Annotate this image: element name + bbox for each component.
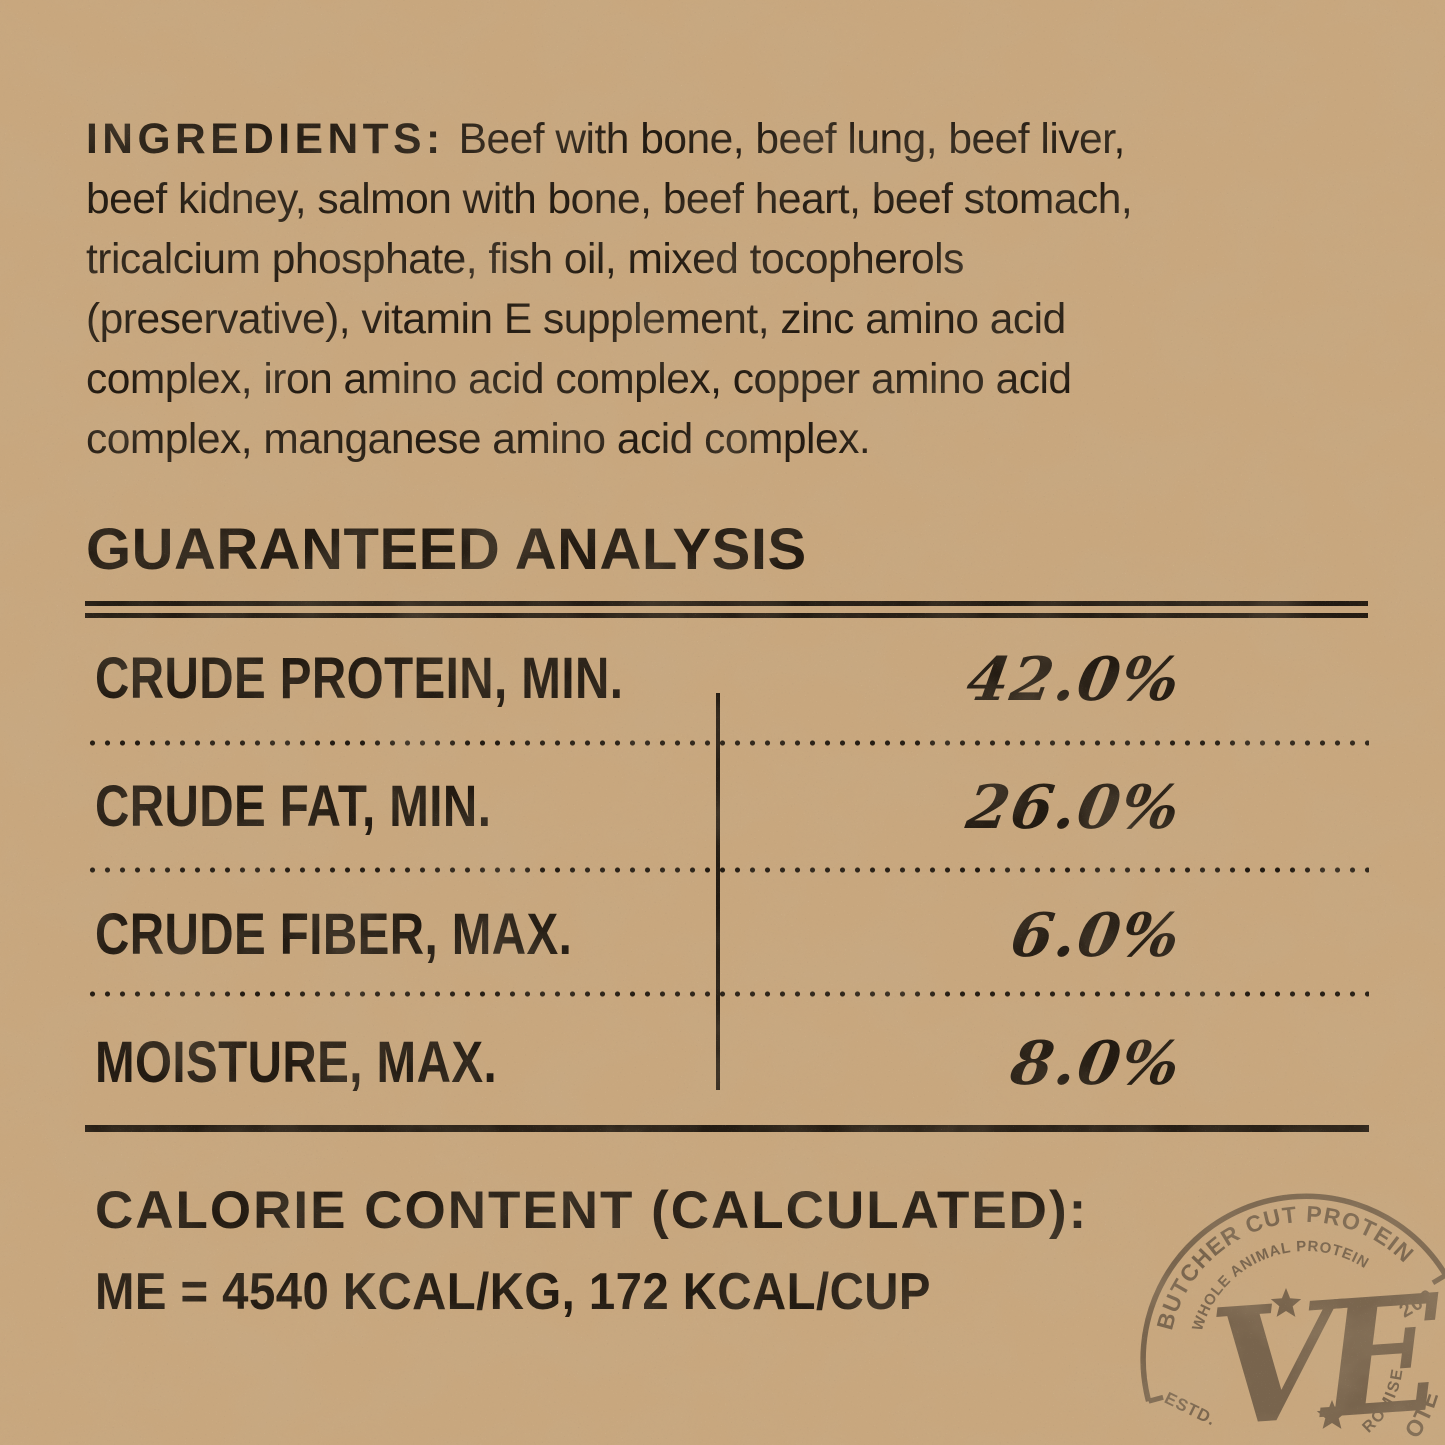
ingredients-line: INGREDIENTS: Beef with bone, beef lung, b… <box>86 110 1416 170</box>
nutrient-value: 42.0% <box>961 645 1187 715</box>
table-row: CRUDE PROTEIN, MIN. 42.0% <box>95 644 1186 772</box>
ingredients-heading: INGREDIENTS: <box>86 116 445 163</box>
table-row: CRUDE FAT, MIN. 26.0% <box>95 772 1186 900</box>
dotted-separator <box>85 867 1369 873</box>
ingredients-lines: beef kidney, salmon with bone, beef hear… <box>86 170 1416 470</box>
calorie-content-heading: CALORIE CONTENT (CALCULATED): <box>95 1181 1089 1240</box>
ingredients-line: complex, manganese amino acid complex. <box>86 416 871 463</box>
table-row: CRUDE FIBER, MAX. 6.0% <box>95 900 1186 1028</box>
ingredients-line: beef kidney, salmon with bone, beef hear… <box>86 176 1133 223</box>
ingredients-line: (preservative), vitamin E supplement, zi… <box>86 296 1066 343</box>
dotted-separator <box>85 740 1369 746</box>
brand-stamp: BUTCHER CUT PROTEIN WHOLE ANIMAL PROTEIN… <box>1140 1193 1445 1445</box>
bottom-rule <box>85 1125 1369 1132</box>
stamp-ring-tick <box>1147 1394 1164 1404</box>
nutrient-name: CRUDE PROTEIN, MIN. <box>95 646 624 711</box>
ingredients-text: Beef with bone, beef lung, beef liver, <box>458 116 1126 163</box>
ingredients-section: INGREDIENTS: Beef with bone, beef lung, b… <box>86 110 1416 470</box>
nutrient-value: 26.0% <box>961 773 1187 843</box>
nutrient-name: CRUDE FAT, MIN. <box>95 774 492 839</box>
nutrient-name: CRUDE FIBER, MAX. <box>95 902 573 967</box>
stamp-estd: ESTD. <box>1162 1388 1220 1429</box>
nutrient-value: 8.0% <box>1005 1029 1187 1099</box>
ingredients-line: tricalcium phosphate, fish oil, mixed to… <box>86 236 964 283</box>
dotted-separator <box>85 991 1369 997</box>
table-row: MOISTURE, MAX. 8.0% <box>95 1028 1186 1156</box>
stamp-monogram: VE <box>1205 1259 1445 1445</box>
ingredients-line: complex, iron amino acid complex, copper… <box>86 356 1072 403</box>
calorie-content-value: ME = 4540 KCAL/KG, 172 KCAL/CUP <box>95 1263 931 1321</box>
guaranteed-analysis-heading: GUARANTEED ANALYSIS <box>86 517 807 582</box>
stamp-ring-tick <box>1431 1272 1445 1285</box>
guaranteed-analysis-table: CRUDE PROTEIN, MIN. 42.0% CRUDE FAT, MIN… <box>95 644 1186 1156</box>
column-divider <box>716 693 720 1090</box>
nutrient-value: 6.0% <box>1005 901 1187 971</box>
double-rule <box>85 601 1368 618</box>
nutrient-name: MOISTURE, MAX. <box>95 1030 498 1095</box>
